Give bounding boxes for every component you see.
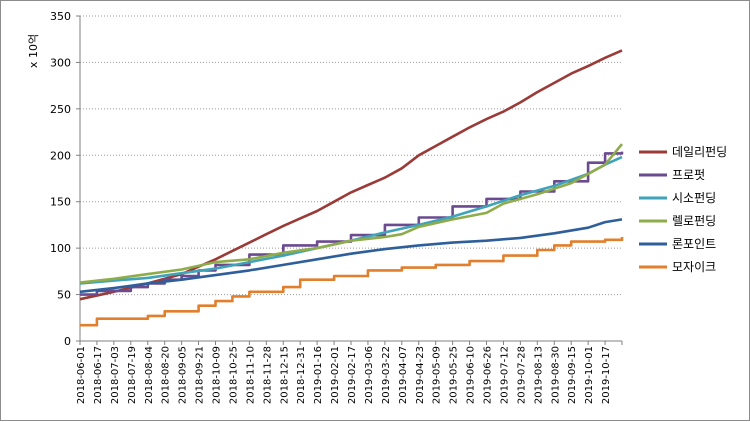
x-tick-label: 2019-06-10 [466,346,477,404]
axes [79,16,622,342]
series-line-3 [79,143,624,284]
legend-label: 시소펀딩 [672,191,716,205]
legend-label: 론포인트 [672,237,716,251]
x-tick-label: 2018-11-28 [262,346,273,404]
x-tick-label: 2019-04-23 [415,346,426,404]
legend-label: 데일리펀딩 [672,145,727,159]
x-tick-label: 2019-03-22 [381,346,392,404]
y-axis-label: x 10억 [27,34,40,68]
x-tick-label: 2019-05-09 [432,346,443,404]
y-tick-labels: 0 50 100 150 200 250 300 350 [50,10,71,348]
series-line-4 [79,218,623,294]
legend-label: 모자이크 [672,260,716,274]
series-lines [79,49,624,327]
x-tick-label: 2018-06-01 [76,346,87,404]
x-tick-label: 2018-06-17 [93,346,104,404]
x-tick-label: 2018-09-21 [195,346,206,404]
x-tick-label: 2019-08-30 [550,346,561,404]
x-tick-label: 2018-08-04 [144,346,155,404]
legend-label: 프로펏 [672,168,705,182]
x-tick-label: 2019-03-06 [364,346,375,404]
x-tick-label: 2018-07-19 [127,346,138,404]
x-tick-label: 2019-05-25 [449,346,460,404]
x-tick-label: 2018-12-15 [279,346,290,404]
y-tick-label: 0 [64,335,71,348]
x-tick-label: 2019-07-28 [516,346,527,404]
series-line-2 [79,155,623,285]
x-tick-label: 2019-07-12 [499,346,510,404]
series-line-5 [80,237,624,327]
series-line-0 [79,49,623,301]
x-tick-label: 2019-10-01 [584,346,595,404]
x-tick-label: 2019-02-17 [347,346,358,404]
gridlines [76,15,622,342]
x-tick-label: 2018-08-20 [161,346,172,404]
y-tick-label: 250 [50,103,71,116]
x-tick-label: 2018-07-03 [110,346,121,404]
y-tick-label: 200 [50,149,71,162]
x-tick-label: 2019-10-17 [601,346,612,404]
x-tick-labels: 2018-06-01 2018-06-17 2018-07-03 2018-07-19… [76,341,623,404]
y-tick-label: 100 [50,242,71,255]
x-tick-label: 2018-12-31 [296,346,307,404]
x-tick-label: 2018-10-09 [212,346,223,404]
x-tick-label: 2019-09-15 [567,346,578,404]
y-tick-label: 50 [57,289,71,302]
y-tick-label: 150 [50,196,71,209]
y-tick-label: 300 [50,56,71,69]
x-tick-label: 2018-10-25 [228,346,239,404]
x-tick-label: 2019-06-26 [483,346,494,404]
x-tick-label: 2019-02-01 [330,346,341,404]
y-tick-label: 350 [50,10,71,23]
x-tick-label: 2019-04-07 [398,346,409,404]
x-tick-label: 2018-09-05 [178,346,189,404]
x-tick-label: 2018-11-10 [245,346,256,404]
x-tick-label: 2019-08-13 [533,346,544,404]
legend-label: 렐로펀딩 [672,214,716,228]
x-tick-label: 2019-01-16 [313,346,324,404]
